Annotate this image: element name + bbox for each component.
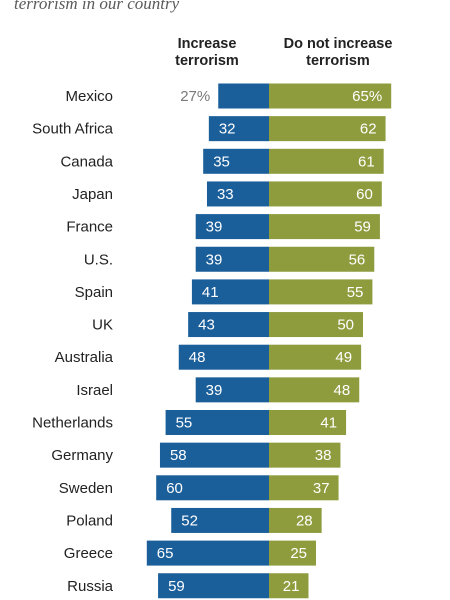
value-increase-greece: 65 (157, 545, 174, 562)
country-label-canada: Canada (60, 153, 113, 170)
subtitle-line: terrorism in our country (14, 0, 180, 13)
bar-increase-russia (158, 573, 269, 599)
bar-do-not-increase-poland (269, 507, 322, 533)
value-do-not-increase-uk: 50 (337, 317, 354, 334)
value-increase-poland: 52 (181, 512, 198, 529)
bar-increase-greece (146, 540, 269, 566)
country-label-south-africa: South Africa (32, 121, 114, 138)
country-label-netherlands: Netherlands (32, 415, 113, 432)
country-label-russia: Russia (67, 578, 114, 595)
value-increase-mexico: 27% (180, 88, 210, 105)
value-increase-netherlands: 55 (176, 415, 193, 432)
country-label-japan: Japan (72, 186, 113, 203)
value-increase-spain: 41 (202, 284, 219, 301)
value-do-not-increase-canada: 61 (358, 153, 375, 170)
bar-do-not-increase-mexico (269, 83, 392, 109)
header-increase-terrorism: Increase terrorism (175, 36, 239, 69)
bar-increase-mexico (218, 83, 269, 109)
bar-increase-u-s (195, 246, 269, 272)
header-do-not-increase-terrorism: Do not increase terrorism (283, 36, 393, 69)
value-increase-germany: 58 (170, 447, 187, 464)
bar-increase-poland (171, 507, 269, 533)
bar-increase-sweden (156, 475, 269, 501)
value-do-not-increase-poland: 28 (296, 512, 313, 529)
chart-subtitle: terrorism in our country (14, 0, 179, 17)
country-label-france: France (66, 219, 113, 236)
value-increase-japan: 33 (217, 186, 234, 203)
value-do-not-increase-south-africa: 62 (360, 121, 377, 138)
country-label-australia: Australia (55, 349, 114, 366)
value-increase-uk: 43 (198, 317, 215, 334)
value-increase-u-s: 39 (206, 251, 223, 268)
bar-do-not-increase-canada (269, 148, 384, 174)
bar-increase-uk (188, 312, 269, 338)
bar-increase-south-africa (208, 116, 269, 142)
value-increase-sweden: 60 (166, 480, 183, 497)
value-increase-israel: 39 (206, 382, 223, 399)
value-increase-france: 39 (206, 219, 223, 236)
value-increase-south-africa: 32 (219, 121, 236, 138)
country-label-sweden: Sweden (59, 480, 113, 497)
bar-do-not-increase-germany (269, 442, 341, 468)
country-label-u-s: U.S. (84, 251, 113, 268)
bar-do-not-increase-uk (269, 312, 363, 338)
bar-increase-canada (203, 148, 269, 174)
bar-increase-spain (191, 279, 269, 305)
country-label-greece: Greece (64, 545, 113, 562)
bar-do-not-increase-sweden (269, 475, 339, 501)
value-increase-australia: 48 (189, 349, 206, 366)
country-label-uk: UK (92, 317, 113, 334)
value-increase-russia: 59 (168, 578, 185, 595)
bar-do-not-increase-greece (269, 540, 316, 566)
value-do-not-increase-israel: 48 (334, 382, 351, 399)
value-do-not-increase-u-s: 56 (349, 251, 366, 268)
country-label-poland: Poland (66, 512, 113, 529)
value-do-not-increase-japan: 60 (356, 186, 373, 203)
bar-do-not-increase-u-s (269, 246, 375, 272)
bar-do-not-increase-south-africa (269, 116, 386, 142)
value-do-not-increase-spain: 55 (347, 284, 364, 301)
bar-increase-germany (159, 442, 269, 468)
country-label-mexico: Mexico (65, 88, 113, 105)
value-increase-canada: 35 (213, 153, 230, 170)
bar-do-not-increase-france (269, 214, 380, 240)
bar-increase-netherlands (165, 410, 269, 435)
bar-increase-australia (178, 344, 269, 370)
value-do-not-increase-mexico: 65% (352, 88, 382, 105)
value-do-not-increase-russia: 21 (283, 578, 300, 595)
bar-increase-japan (206, 181, 269, 207)
bar-do-not-increase-russia (269, 573, 309, 599)
value-do-not-increase-france: 59 (354, 219, 371, 236)
bar-increase-israel (195, 377, 269, 403)
bar-do-not-increase-netherlands (269, 410, 347, 435)
value-do-not-increase-greece: 25 (290, 545, 307, 562)
country-label-spain: Spain (75, 284, 113, 301)
bar-do-not-increase-australia (269, 344, 362, 370)
bar-do-not-increase-japan (269, 181, 382, 207)
bar-do-not-increase-israel (269, 377, 360, 403)
value-do-not-increase-sweden: 37 (313, 480, 330, 497)
value-do-not-increase-germany: 38 (315, 447, 332, 464)
bar-increase-france (195, 214, 269, 240)
value-do-not-increase-australia: 49 (335, 349, 352, 366)
value-do-not-increase-netherlands: 41 (320, 415, 337, 432)
country-label-israel: Israel (76, 382, 113, 399)
country-label-germany: Germany (51, 447, 113, 464)
bar-do-not-increase-spain (269, 279, 373, 305)
